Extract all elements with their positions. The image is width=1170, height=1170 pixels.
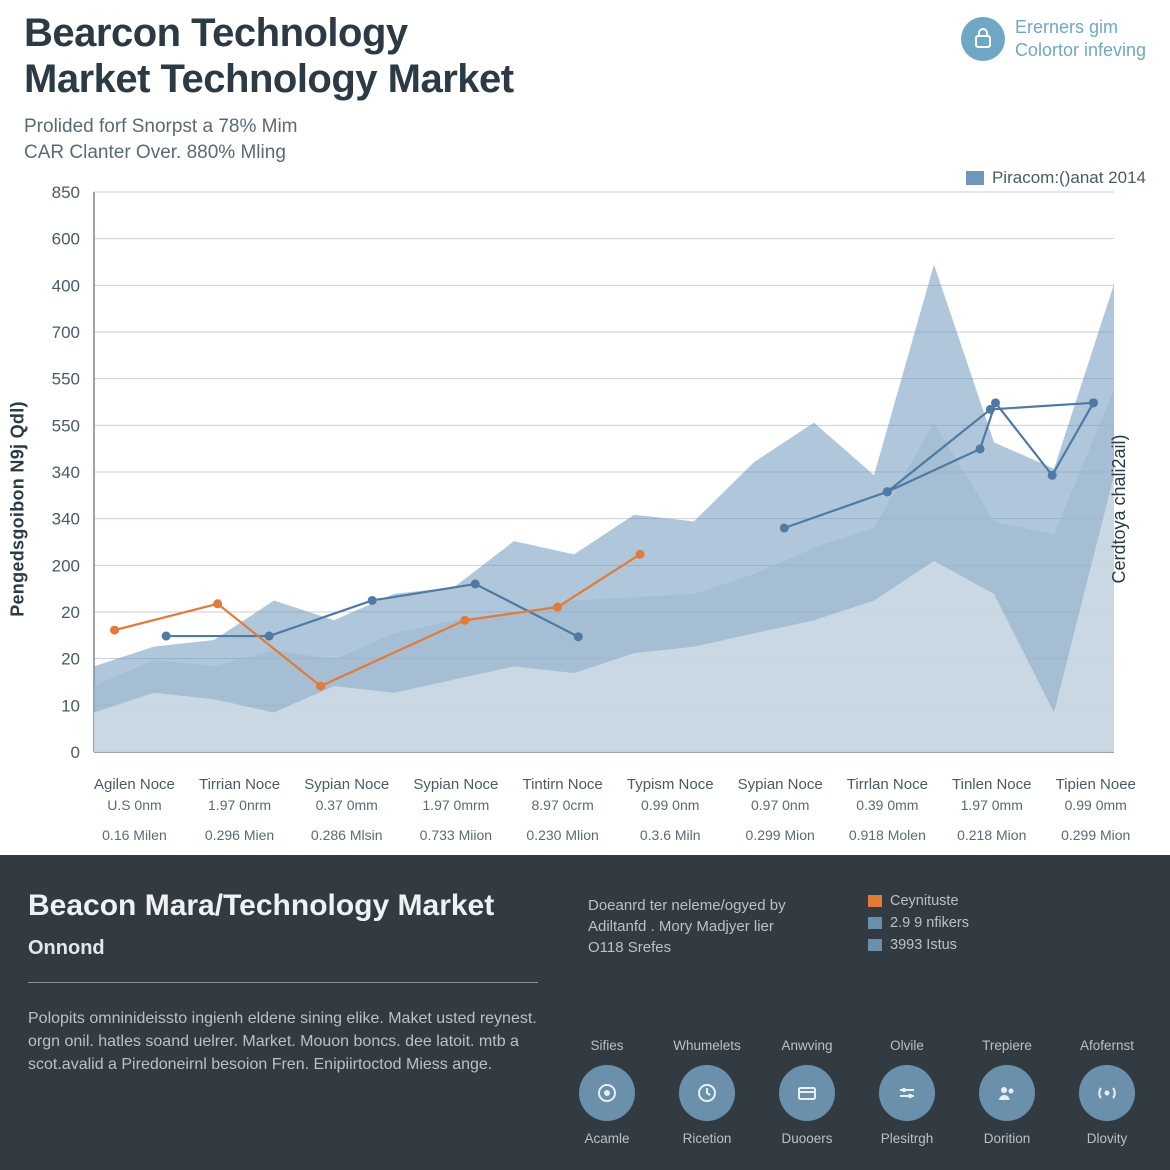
footer-icon-row: Sifies Acamle Whumelets Ricetion Anwving D… [572,1038,1142,1146]
footer-icon-item: Whumelets Ricetion [672,1038,742,1146]
svg-text:550: 550 [52,416,80,435]
x-category: Tirrian Noce1.97 0nrm0.296 Mien [199,776,280,843]
footer-icon-item: Afofernst Dlovity [1072,1038,1142,1146]
svg-text:340: 340 [52,463,80,482]
svg-text:20: 20 [61,603,80,622]
slider-icon [879,1065,935,1121]
title-line1: Bearcon Technology [24,11,408,55]
x-category: Sypian Noce0.97 0nm0.299 Mion [738,776,823,843]
footer-title: Beacon Mara/Technology Market [28,889,538,923]
people-icon [979,1065,1035,1121]
x-category: Tipien Noee0.99 0mm0.299 Mion [1056,776,1136,843]
svg-text:340: 340 [52,510,80,529]
svg-text:10: 10 [61,696,80,715]
y-axis-right-label: Cerdtoya chali2ail) [1109,434,1130,583]
broadcast-icon [1079,1065,1135,1121]
x-category: Sypian Noce1.97 0mrm0.733 Miion [413,776,498,843]
svg-text:400: 400 [52,276,80,295]
card-icon [779,1065,835,1121]
legend-item: 2.9 9 nfikers [868,915,969,931]
x-category: Typism Noce0.99 0nm0.3.6 Miln [627,776,714,843]
footer-paragraph: Polopits omninideissto ingienh eldene si… [28,1007,538,1077]
x-category: Tintirn Noce8.97 0crm0.230 Mlion [522,776,602,843]
footer-icon-item: Sifies Acamle [572,1038,642,1146]
brand-icon [961,17,1005,61]
x-category: Agilen NoceU.S 0nm0.16 Milen [94,776,175,843]
footer-icon-item: Olvile Plesitrgh [872,1038,942,1146]
x-category: Tinlen Noce1.97 0mm0.218 Mion [952,776,1031,843]
brand-badge: Ererners gim Colortor infeving [961,16,1146,61]
svg-text:0: 0 [71,743,80,762]
main-chart: 850 600 400 700 550 550 340 340 200 20 20 10 0 [24,182,1144,842]
footer-divider [28,982,538,983]
svg-text:550: 550 [52,370,80,389]
title-line2: Market Technology Market [24,57,514,101]
y-axis-label: Pengedsgoibon N9j Qdl) [8,401,29,617]
svg-text:200: 200 [52,556,80,575]
subtitle: Prolided forf Snorpst a 78% Mim CAR Clan… [24,114,514,165]
svg-text:700: 700 [52,323,80,342]
target-icon [579,1065,635,1121]
clock-icon [679,1065,735,1121]
x-category: Sypian Noce0.37 0mm0.286 Mlsin [304,776,389,843]
footer-icon-item: Trepiere Dorition [972,1038,1042,1146]
svg-text:850: 850 [52,183,80,202]
legend-item: Ceynituste [868,893,969,909]
page-title: Bearcon Technology Market Technology Mar… [24,10,514,102]
svg-text:20: 20 [61,650,80,669]
legend-item: 3993 Istus [868,937,969,953]
svg-text:600: 600 [52,230,80,249]
footer-icon-item: Anwving Duooers [772,1038,842,1146]
x-category: Tirrlan Noce0.39 0mm0.918 Molen [847,776,928,843]
footer-subtitle: Onnond [28,937,538,960]
